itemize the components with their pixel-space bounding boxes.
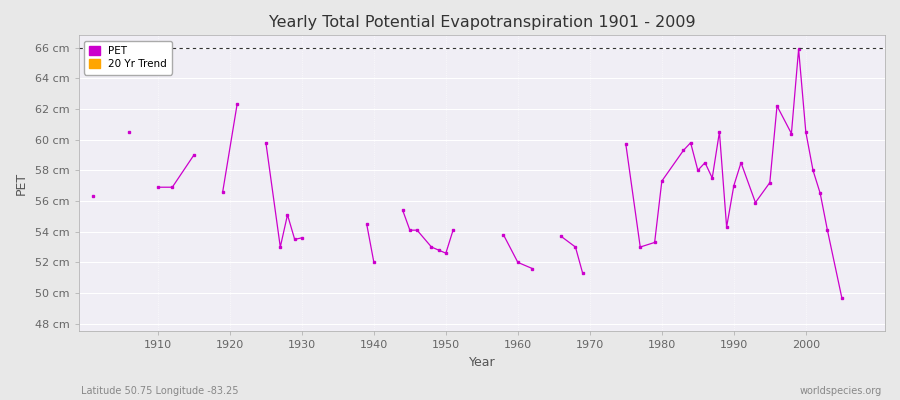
Y-axis label: PET: PET: [15, 172, 28, 195]
Text: Latitude 50.75 Longitude -83.25: Latitude 50.75 Longitude -83.25: [81, 386, 239, 396]
Legend: PET, 20 Yr Trend: PET, 20 Yr Trend: [84, 40, 172, 74]
X-axis label: Year: Year: [469, 356, 495, 369]
Title: Yearly Total Potential Evapotranspiration 1901 - 2009: Yearly Total Potential Evapotranspiratio…: [268, 15, 695, 30]
Text: worldspecies.org: worldspecies.org: [800, 386, 882, 396]
